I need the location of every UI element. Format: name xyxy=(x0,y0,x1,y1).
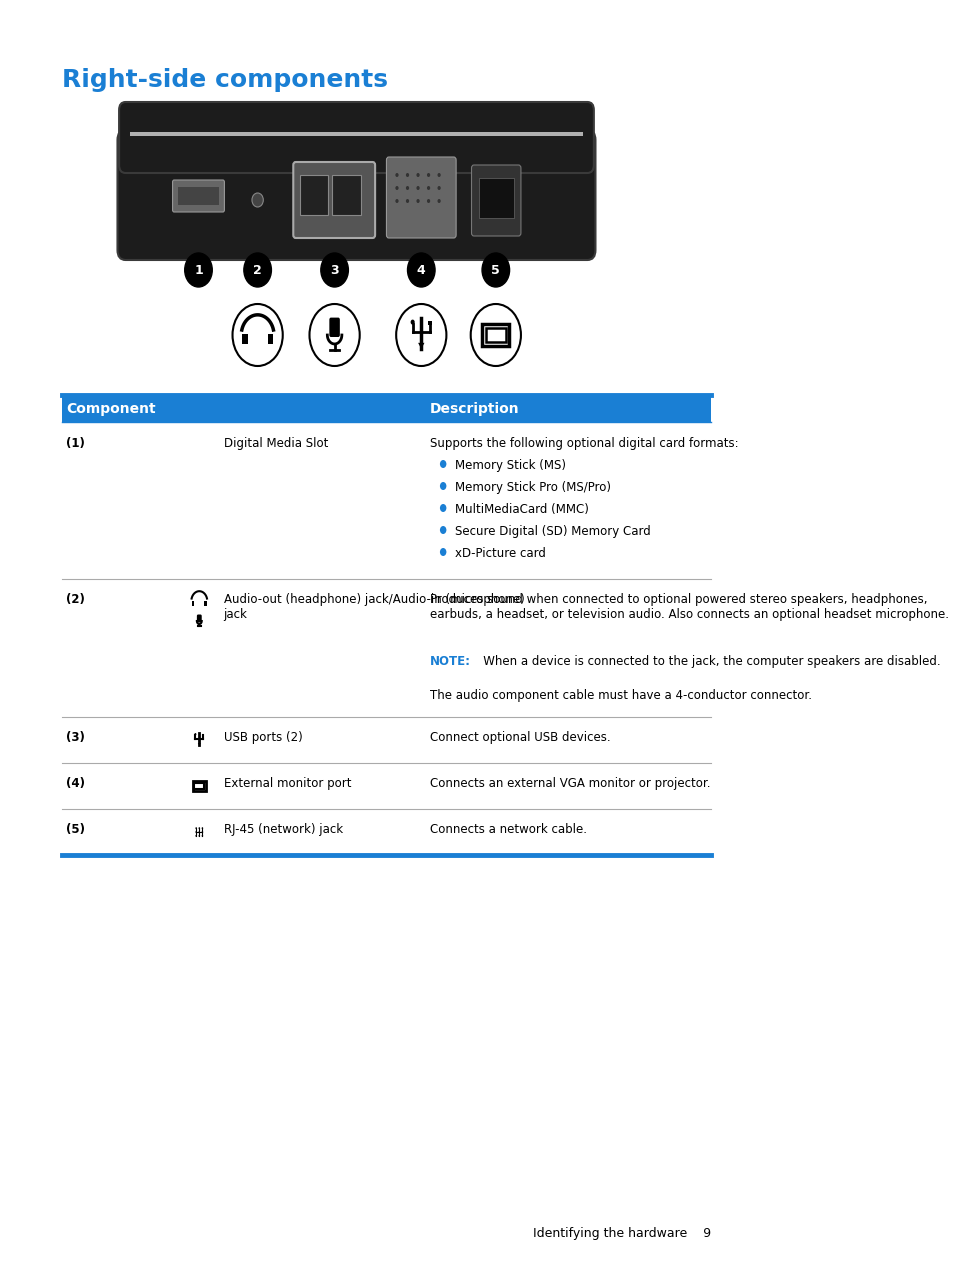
Text: Supports the following optional digital card formats:: Supports the following optional digital … xyxy=(430,437,738,450)
Circle shape xyxy=(252,193,263,207)
Bar xyxy=(62,396,711,422)
Circle shape xyxy=(198,827,200,829)
Circle shape xyxy=(198,831,200,833)
Circle shape xyxy=(395,185,398,190)
Text: (5): (5) xyxy=(67,823,86,836)
Text: Digital Media Slot: Digital Media Slot xyxy=(223,437,328,450)
Text: Identifying the hardware    9: Identifying the hardware 9 xyxy=(533,1227,711,1240)
Text: Memory Stick (MS): Memory Stick (MS) xyxy=(454,458,565,472)
Circle shape xyxy=(395,199,398,203)
Bar xyxy=(481,324,509,347)
Circle shape xyxy=(309,304,359,366)
Text: 3: 3 xyxy=(330,263,338,277)
Text: xD-Picture card: xD-Picture card xyxy=(454,547,545,560)
Text: Connect optional USB devices.: Connect optional USB devices. xyxy=(430,732,610,744)
Bar xyxy=(130,132,582,136)
Circle shape xyxy=(439,460,446,469)
Text: Secure Digital (SD) Memory Card: Secure Digital (SD) Memory Card xyxy=(454,525,650,538)
Text: RJ-45 (network) jack: RJ-45 (network) jack xyxy=(223,823,342,836)
FancyBboxPatch shape xyxy=(196,615,201,622)
FancyBboxPatch shape xyxy=(293,163,375,237)
Circle shape xyxy=(439,504,446,512)
Circle shape xyxy=(195,834,196,837)
Text: Produces sound when connected to optional powered stereo speakers, headphones, e: Produces sound when connected to optiona… xyxy=(430,593,948,621)
Bar xyxy=(268,334,273,344)
FancyBboxPatch shape xyxy=(119,102,593,173)
Text: Memory Stick Pro (MS/Pro): Memory Stick Pro (MS/Pro) xyxy=(454,481,610,494)
Text: When a device is connected to the jack, the computer speakers are disabled.: When a device is connected to the jack, … xyxy=(472,655,940,668)
Bar xyxy=(204,601,207,606)
Circle shape xyxy=(416,185,419,190)
Text: Audio-out (headphone) jack/Audio-in (microphone)
jack: Audio-out (headphone) jack/Audio-in (mic… xyxy=(223,593,524,621)
Circle shape xyxy=(195,831,196,833)
Bar xyxy=(178,187,218,204)
Polygon shape xyxy=(197,743,200,745)
Circle shape xyxy=(427,173,430,177)
Text: External monitor port: External monitor port xyxy=(223,777,351,790)
Circle shape xyxy=(233,304,282,366)
Text: Connects a network cable.: Connects a network cable. xyxy=(430,823,587,836)
Circle shape xyxy=(416,173,419,177)
Circle shape xyxy=(407,253,435,287)
FancyBboxPatch shape xyxy=(329,318,339,337)
Text: Connects an external VGA monitor or projector.: Connects an external VGA monitor or proj… xyxy=(430,777,710,790)
Circle shape xyxy=(395,304,446,366)
Text: (1): (1) xyxy=(67,437,85,450)
Circle shape xyxy=(437,185,440,190)
Text: 5: 5 xyxy=(491,263,499,277)
Text: Description: Description xyxy=(430,403,519,417)
Circle shape xyxy=(439,526,446,533)
Bar xyxy=(202,734,204,735)
Circle shape xyxy=(201,831,203,833)
Circle shape xyxy=(201,827,203,829)
FancyBboxPatch shape xyxy=(471,165,520,236)
Circle shape xyxy=(470,304,520,366)
Circle shape xyxy=(405,185,409,190)
Circle shape xyxy=(427,185,430,190)
Circle shape xyxy=(437,199,440,203)
Text: Right-side components: Right-side components xyxy=(62,69,387,91)
Circle shape xyxy=(439,547,446,556)
Circle shape xyxy=(244,253,271,287)
Bar xyxy=(193,781,206,791)
Text: (4): (4) xyxy=(67,777,86,790)
Circle shape xyxy=(198,834,200,837)
Text: Component: Component xyxy=(67,403,156,417)
Circle shape xyxy=(194,733,196,735)
Circle shape xyxy=(439,483,446,490)
Circle shape xyxy=(395,173,398,177)
FancyBboxPatch shape xyxy=(386,157,456,237)
FancyBboxPatch shape xyxy=(117,130,595,260)
Bar xyxy=(194,782,204,789)
Bar xyxy=(478,178,513,218)
Circle shape xyxy=(320,253,348,287)
Circle shape xyxy=(405,199,409,203)
Text: (3): (3) xyxy=(67,732,85,744)
Circle shape xyxy=(410,320,415,325)
Circle shape xyxy=(185,253,212,287)
Bar xyxy=(299,175,328,215)
Circle shape xyxy=(405,173,409,177)
Circle shape xyxy=(416,199,419,203)
Circle shape xyxy=(201,834,203,837)
Polygon shape xyxy=(417,343,424,349)
Bar xyxy=(427,321,432,325)
Text: MultiMediaCard (MMC): MultiMediaCard (MMC) xyxy=(454,503,588,516)
Text: 4: 4 xyxy=(416,263,425,277)
Text: 2: 2 xyxy=(253,263,262,277)
Text: USB ports (2): USB ports (2) xyxy=(223,732,302,744)
Text: NOTE:: NOTE: xyxy=(430,655,471,668)
Bar xyxy=(242,334,248,344)
Bar xyxy=(332,175,360,215)
Text: The audio component cable must have a 4-conductor connector.: The audio component cable must have a 4-… xyxy=(430,690,811,702)
Text: (2): (2) xyxy=(67,593,85,606)
Circle shape xyxy=(437,173,440,177)
Circle shape xyxy=(427,199,430,203)
Text: 1: 1 xyxy=(193,263,203,277)
Circle shape xyxy=(481,253,509,287)
Circle shape xyxy=(195,827,196,829)
Bar xyxy=(192,601,194,606)
Bar xyxy=(485,328,505,342)
FancyBboxPatch shape xyxy=(172,180,224,212)
